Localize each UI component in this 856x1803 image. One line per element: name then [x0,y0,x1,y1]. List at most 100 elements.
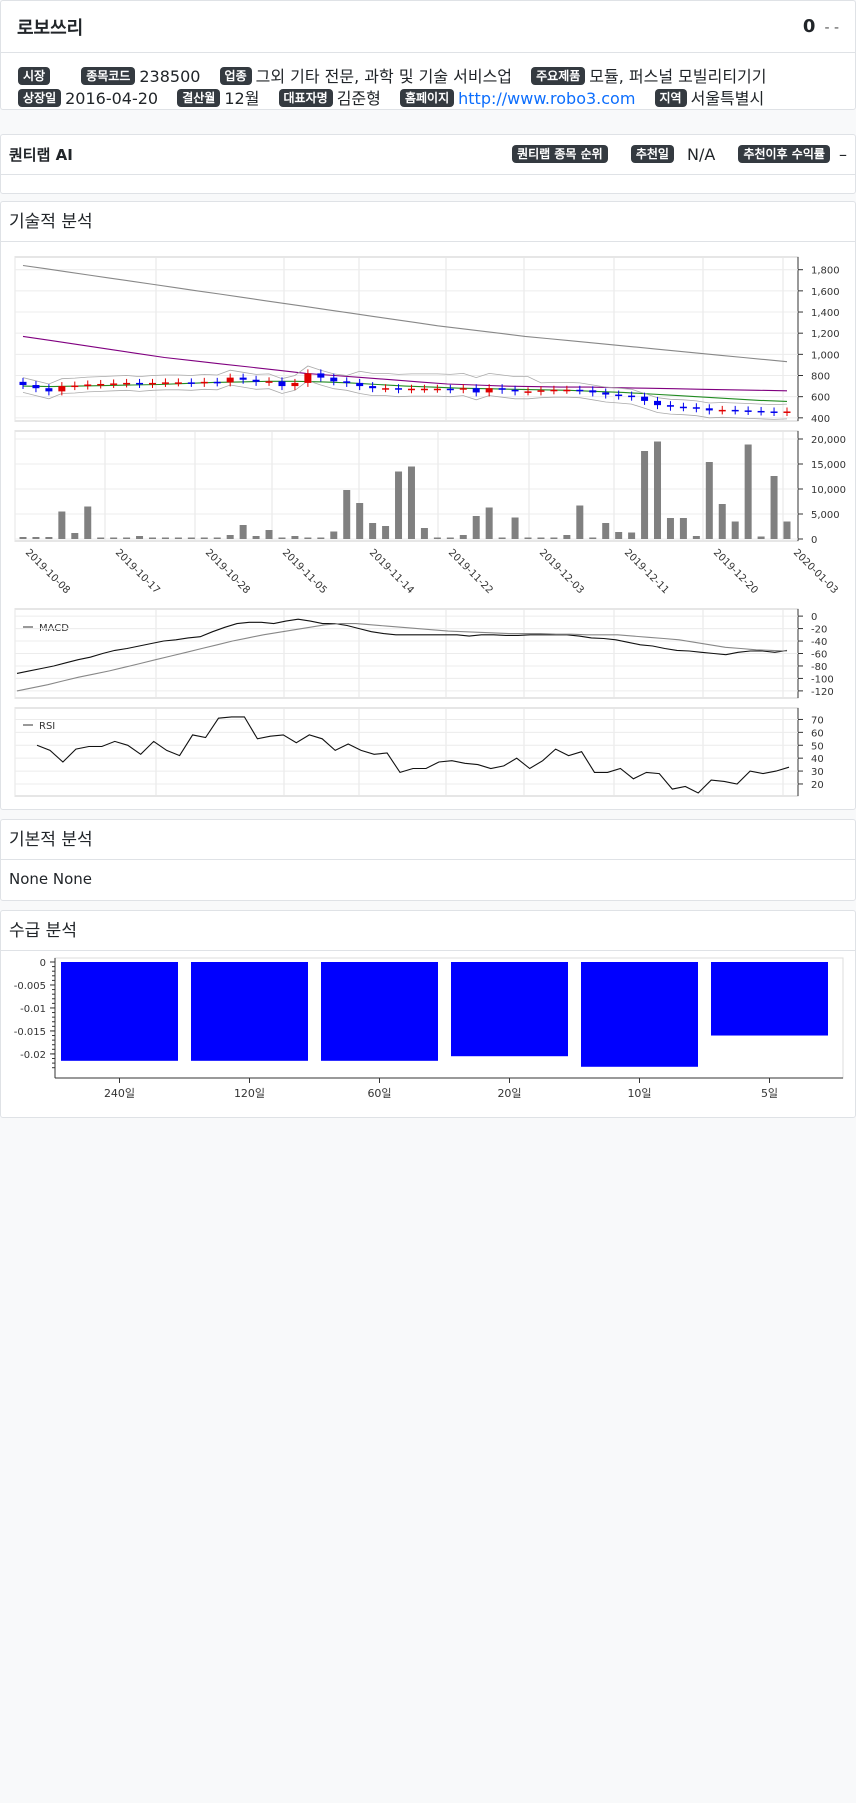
candle-body [705,408,713,411]
volume-bar [770,476,778,539]
date-tick-label: 2019-11-05 [280,547,329,596]
supply-ytick-label: 0 [40,958,46,969]
volume-bar [84,506,92,539]
ai-title: 퀀티랩 AI [9,146,73,164]
rsi-legend: RSI [39,721,55,732]
supply-bar [61,962,178,1061]
rsi-line [36,716,790,794]
candle-ytick-label: 1,200 [811,329,840,340]
candle-body [32,385,40,389]
candle-body [550,389,558,392]
volume-bar [71,533,79,539]
candle-body [239,377,247,380]
ceo-badge: 대표자명 [278,89,333,107]
code-badge: 종목코드 [81,67,136,85]
volume-bar [563,535,571,539]
candle-body [744,410,752,412]
info-row-1: 시장 종목코드 238500 업종 그외 기타 전문, 과학 및 기술 서비스업 주… [18,63,780,87]
candle-body [641,396,649,401]
candle-body [174,382,182,384]
volume-bar [58,511,66,539]
volume-bar [226,535,234,539]
date-tick-label: 2019-10-17 [113,547,162,596]
rank-badge: 퀀티랩 종목 순위 [512,145,608,163]
volume-panel: 0 5,000 10,000 15,000 20,000 2019-10-08 2019-1… [14,430,846,596]
candle-frame [14,256,799,422]
volume-bar [472,516,480,539]
volume-bar [395,471,403,539]
candle-ytick-label: 1,600 [811,287,840,298]
volume-bar [731,521,739,539]
homepage-link[interactable]: http://www.robo3.com [458,89,636,108]
candle-body [589,390,597,393]
candle-body [213,381,221,384]
candle-body [382,388,390,390]
return-value: – [839,145,847,164]
supply-category-label: 5일 [761,1086,778,1100]
rsi-ytick-label: 70 [811,715,824,726]
supply-category-label: 20일 [497,1086,521,1100]
rec-date-badge: 추천일 [630,145,674,163]
volume-bar [407,466,415,539]
candle-ytick-label: 800 [811,372,830,383]
date-tick-label: 2019-11-14 [367,547,416,596]
candle-body [446,388,454,391]
rsi-ytick-label: 40 [811,754,824,765]
candle-ytick-label: 1,400 [811,308,840,319]
fiscal-month-badge: 결산월 [177,89,221,107]
supply-category-label: 10일 [627,1086,651,1100]
band-upper-line [22,365,788,406]
date-tick-label: 2020-01-03 [791,547,840,596]
volume-bar [174,537,182,539]
volume-bar [537,537,545,539]
candle-body [343,381,351,383]
candle-body [666,405,674,407]
supply-category-label: 120일 [234,1086,265,1100]
product-value: 모듈, 퍼스널 모빌리티기기 [589,67,767,86]
supply-ytick-label: -0.015 [14,1027,46,1038]
volume-bar [356,503,364,539]
candle-body [58,386,66,392]
candle-body [136,382,144,385]
band-lower-line [22,380,788,420]
candlestick-panel: 400 600 800 1,000 1,200 1,400 1,600 1,800 [14,256,840,425]
fiscal-month-value: 12월 [224,89,260,108]
candle-body [161,382,169,384]
return-badge: 추천이후 수익률 [738,145,830,163]
volume-bar [97,537,105,539]
product-badge: 주요제품 [531,67,586,85]
supply-bar [451,962,568,1057]
ai-header: 퀀티랩 AI 퀀티랩 종목 순위 추천일 N/A 추천이후 수익률 – [1,135,855,175]
supply-chart: 0 -0.005 -0.01 -0.015 -0.02 240일 120일 60일 20일 10일… [14,957,844,1100]
volume-bar [330,531,338,539]
volume-bar [123,537,131,539]
volume-bar [45,537,53,539]
candle-body [148,382,156,385]
volume-bar [757,536,765,539]
supply-category-label: 240일 [104,1086,135,1100]
supply-ytick-label: -0.005 [14,981,46,992]
volume-bar [679,518,687,539]
volume-bar [265,530,273,539]
ceo-value: 김준형 [336,89,381,108]
candle-body [433,388,441,391]
supply-ytick-label: -0.01 [20,1004,46,1015]
code-value: 238500 [139,67,201,86]
volume-bar [343,490,351,539]
volume-bar [110,537,118,539]
company-name: 로보쓰리 [17,17,84,39]
candle-body [395,388,403,390]
volume-bar [666,518,674,539]
macd-ytick-label: -60 [811,650,827,661]
date-tick-label: 2019-12-20 [711,547,760,596]
rsi-frame [14,707,799,797]
volume-bar [213,537,221,539]
volume-bar [19,537,27,539]
volume-ytick-label: 10,000 [811,485,846,496]
candle-body [356,382,364,387]
industry-value: 그외 기타 전문, 과학 및 기술 서비스업 [255,67,513,86]
volume-bar [278,537,286,539]
supply-card: 수급 분석 0 -0.005 -0.01 -0.015 -0.02 240일 120일 60일… [0,910,856,1118]
candle-body [317,373,325,378]
